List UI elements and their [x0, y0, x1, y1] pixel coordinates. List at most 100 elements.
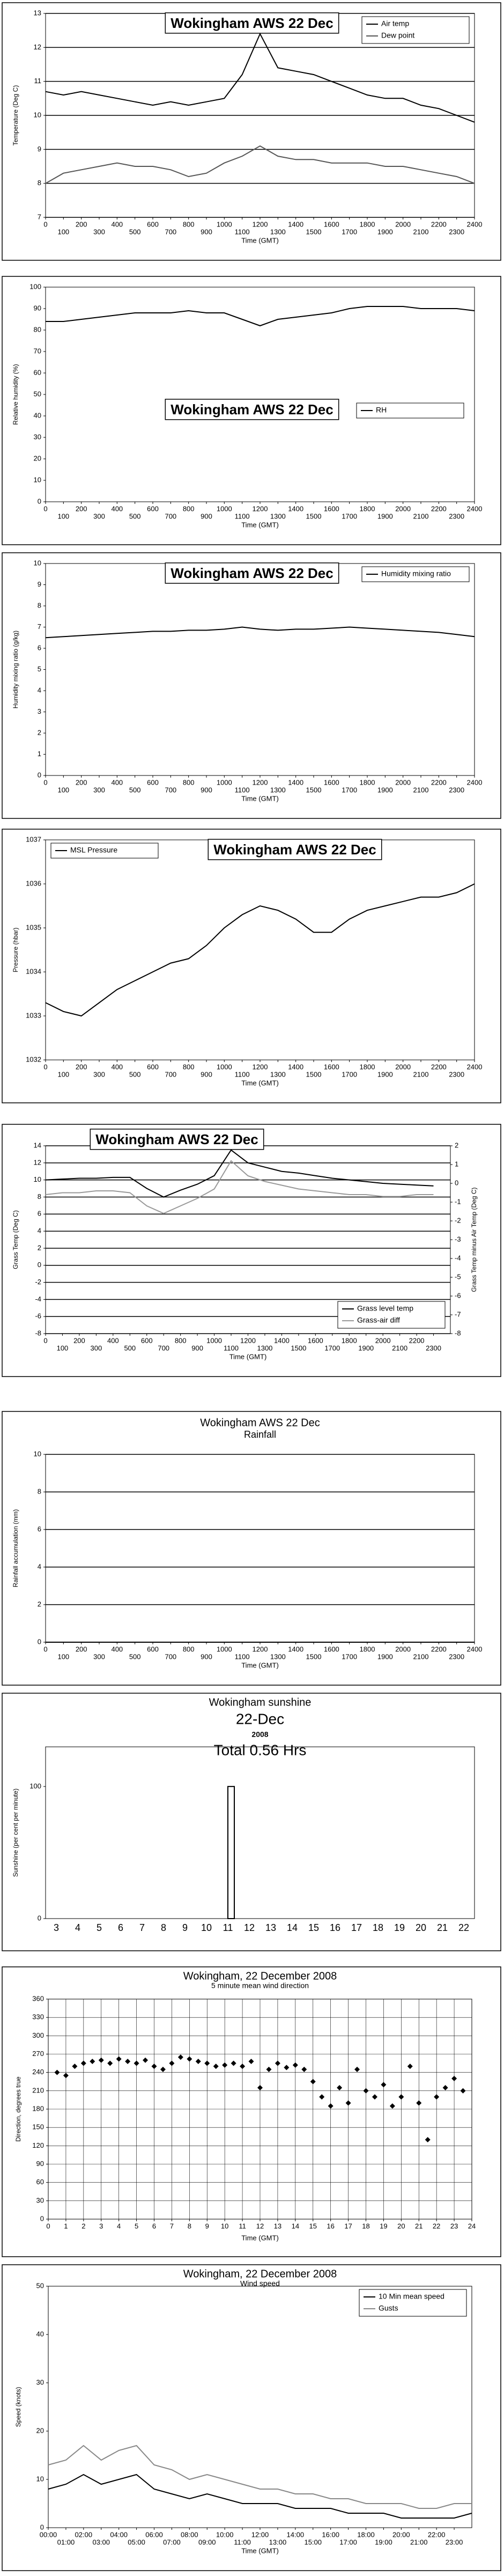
y-tick-label: 1037	[26, 835, 41, 843]
y-tick-label: 3	[38, 707, 41, 715]
x-tick-label: 1800	[360, 220, 375, 228]
y-tick-label: 60	[34, 368, 41, 376]
x-tick-label: 18	[362, 2222, 369, 2230]
x-tick-label: 1700	[342, 786, 357, 794]
x-tick-label: 19:00	[375, 2538, 392, 2546]
point	[160, 2066, 166, 2072]
y-tick-label: 30	[34, 433, 41, 441]
y-tick-label: 0	[38, 497, 41, 505]
x-tick-label: 1	[64, 2222, 68, 2230]
x-tick-label: 1900	[377, 512, 393, 520]
legend-label: Grass-air diff	[357, 1316, 400, 1324]
x-tick-label: 1900	[377, 228, 393, 236]
y-axis-label: Direction, degrees true	[14, 2076, 22, 2142]
x-tick-label: 900	[201, 1070, 212, 1078]
y-tick-label: 10	[34, 1450, 41, 1458]
y-tick-label: 10	[34, 475, 41, 484]
y-tick-label: 300	[32, 2031, 44, 2039]
x-tick-label: 11:00	[234, 2538, 251, 2546]
point	[240, 2063, 246, 2069]
x-tick-label: 300	[93, 1070, 105, 1078]
y-tick-label: 13	[34, 9, 41, 17]
y-tick-label: 80	[34, 325, 41, 333]
legend-label: Gusts	[379, 2304, 398, 2312]
point	[231, 2060, 236, 2066]
x-tick-label: 1400	[288, 1063, 303, 1071]
y-tick-label: 1034	[26, 967, 41, 975]
y2-axis-label: Grass Temp minus Air Temp (Deg C)	[470, 1188, 478, 1292]
bar	[227, 1785, 235, 1919]
y-tick-label: 90	[34, 304, 41, 312]
x-tick-label: 1000	[217, 1645, 232, 1653]
x-tick-label: 2300	[449, 1070, 464, 1078]
x-tick-label: 2200	[431, 778, 447, 786]
x-tick-label: 5	[97, 1922, 102, 1933]
chart-title: Wokingham, 22 December 2008	[183, 2268, 337, 2280]
point	[328, 2103, 333, 2109]
x-tick-label: 1500	[306, 512, 322, 520]
panel-frame	[2, 276, 501, 545]
x-tick-label: 20	[397, 2222, 405, 2230]
point	[72, 2063, 78, 2069]
x-tick-label: 900	[201, 512, 212, 520]
legend-label: Air temp	[381, 19, 409, 28]
x-tick-label: 2300	[449, 786, 464, 794]
y-tick-label: 0	[38, 1914, 41, 1922]
x-tick-label: 2100	[413, 786, 429, 794]
series-line	[48, 2445, 472, 2509]
x-tick-label: 300	[91, 1344, 102, 1352]
y-tick-label: 0	[40, 2523, 44, 2531]
point	[63, 2073, 69, 2079]
x-tick-label: 1500	[306, 1652, 322, 1660]
x-tick-label: 1300	[270, 1070, 286, 1078]
x-tick-label: 2300	[426, 1344, 441, 1352]
y2-tick-label: -4	[455, 1254, 461, 1262]
x-tick-label: 300	[93, 786, 105, 794]
x-tick-label: 800	[183, 1645, 195, 1653]
y-tick-label: 2	[38, 1600, 41, 1608]
x-tick-label: 1800	[360, 1063, 375, 1071]
x-tick-label: 16	[330, 1922, 340, 1933]
y-tick-label: 8	[38, 179, 41, 187]
point	[363, 2088, 369, 2094]
x-tick-label: 12	[256, 2222, 264, 2230]
point	[301, 2066, 307, 2072]
point	[345, 2100, 351, 2106]
point	[310, 2079, 316, 2084]
x-tick-label: 2000	[375, 1336, 391, 1344]
x-tick-label: 00:00	[40, 2530, 57, 2538]
series-line	[45, 145, 475, 184]
point	[80, 2060, 86, 2066]
x-tick-label: 03:00	[92, 2538, 110, 2546]
x-tick-label: 900	[191, 1344, 203, 1352]
x-tick-label: 1000	[217, 220, 232, 228]
x-tick-label: 1700	[324, 1344, 340, 1352]
y-tick-label: 240	[32, 2068, 44, 2076]
x-tick-label: 1400	[288, 778, 303, 786]
chart-panel: 0123456789100100200300400500600700800900…	[2, 552, 501, 819]
x-tick-label: 100	[57, 1652, 69, 1660]
x-tick-label: 2000	[395, 1645, 411, 1653]
series-line	[48, 2473, 472, 2519]
point	[442, 2085, 448, 2091]
y2-tick-label: -8	[455, 1329, 461, 1337]
x-tick-label: 800	[183, 220, 195, 228]
x-tick-label: 2400	[467, 778, 483, 786]
plot-area	[45, 287, 475, 502]
series-line	[45, 1160, 434, 1214]
legend-box	[361, 16, 470, 44]
chart-title: Wokingham, 22 December 2008	[183, 1970, 337, 1982]
y-tick-label: 10	[34, 559, 41, 567]
x-tick-label: 22	[433, 2222, 440, 2230]
x-tick-label: 1500	[306, 1070, 322, 1078]
y-tick-label: 20	[36, 2426, 44, 2434]
x-tick-label: 9	[205, 2222, 209, 2230]
annotation: Total 0.56 Hrs	[214, 1741, 307, 1758]
x-axis-label: Time (GMT)	[241, 236, 279, 244]
x-tick-label: 1600	[308, 1336, 323, 1344]
x-tick-label: 1400	[288, 1645, 303, 1653]
legend-box	[356, 402, 464, 419]
chart-subtitle: 22-Dec	[236, 1710, 284, 1727]
point	[222, 2062, 228, 2068]
x-tick-label: 20:00	[392, 2530, 410, 2538]
